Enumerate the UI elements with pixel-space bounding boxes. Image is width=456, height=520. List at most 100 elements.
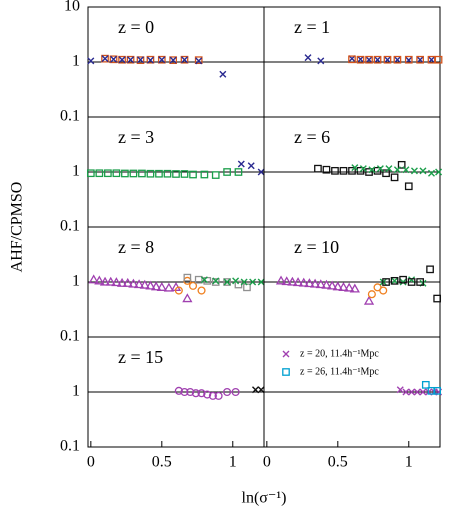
- marker-x: [408, 276, 416, 284]
- marker-x: [110, 55, 118, 63]
- marker-triangle: [344, 282, 355, 292]
- marker-square: [223, 168, 231, 176]
- marker-triangle: [363, 295, 375, 305]
- marker-x: [410, 167, 418, 175]
- marker-square: [126, 55, 135, 64]
- marker-square: [223, 278, 231, 286]
- marker-square: [138, 169, 146, 178]
- marker-triangle: [304, 278, 315, 288]
- marker-triangle: [315, 279, 326, 289]
- marker-circle: [203, 390, 212, 399]
- y-tick-label: 0.1: [60, 438, 80, 455]
- marker-circle: [174, 286, 183, 295]
- marker-square: [397, 160, 406, 169]
- marker-square: [118, 55, 126, 64]
- marker-x: [304, 54, 312, 62]
- marker-square: [404, 182, 413, 191]
- marker-x: [247, 162, 255, 170]
- marker-triangle: [332, 281, 343, 291]
- marker-triangle: [105, 276, 116, 286]
- marker-square: [194, 56, 203, 65]
- marker-triangle: [327, 280, 338, 290]
- marker-square: [393, 55, 402, 64]
- y-tick-label: 0.1: [60, 328, 80, 345]
- marker-triangle: [349, 283, 360, 293]
- marker-square: [390, 173, 399, 182]
- marker-square: [356, 55, 365, 64]
- marker-square: [211, 278, 220, 286]
- marker-x: [391, 277, 399, 285]
- marker-square: [426, 265, 434, 274]
- marker-square: [399, 275, 407, 284]
- marker-square: [427, 386, 436, 395]
- marker-x: [219, 70, 227, 78]
- panel-title: z = 10: [294, 237, 339, 257]
- x-tick-label: 1: [229, 454, 237, 471]
- marker-triangle: [321, 279, 332, 289]
- marker-triangle: [281, 276, 292, 286]
- marker-square: [282, 368, 290, 376]
- panel-title: z = 3: [118, 127, 154, 147]
- marker-x: [169, 56, 177, 64]
- marker-circle: [379, 286, 388, 295]
- marker-triangle: [182, 293, 193, 303]
- marker-square: [373, 55, 382, 64]
- marker-x: [249, 278, 257, 286]
- marker-triangle: [145, 280, 156, 290]
- marker-square: [157, 55, 166, 64]
- marker-x: [416, 56, 424, 64]
- marker-x: [118, 56, 126, 64]
- x-tick-label: 0.5: [152, 454, 172, 471]
- marker-square: [183, 273, 192, 282]
- marker-square: [433, 294, 442, 303]
- marker-square: [172, 170, 180, 178]
- marker-x: [282, 350, 290, 358]
- marker-square: [314, 164, 322, 173]
- marker-triangle: [116, 277, 128, 287]
- marker-x: [396, 386, 404, 394]
- marker-x: [408, 388, 416, 396]
- marker-square: [169, 56, 178, 65]
- marker-x: [376, 165, 384, 173]
- marker-triangle: [287, 276, 298, 286]
- marker-triangle: [88, 274, 99, 284]
- marker-square: [382, 278, 390, 286]
- marker-x: [200, 276, 208, 284]
- x-tick-label: 0.5: [328, 454, 348, 471]
- marker-x: [195, 57, 203, 65]
- marker-x: [158, 56, 166, 64]
- marker-square: [348, 55, 356, 64]
- marker-circle: [231, 387, 240, 397]
- marker-square: [211, 171, 220, 179]
- marker-square: [163, 169, 172, 178]
- panel-title: z = 1: [294, 17, 330, 37]
- marker-square: [155, 169, 163, 178]
- marker-triangle: [133, 279, 145, 289]
- marker-circle: [188, 281, 198, 290]
- marker-x: [137, 56, 145, 64]
- marker-square: [331, 166, 339, 175]
- marker-square: [339, 166, 348, 175]
- marker-x: [87, 57, 95, 65]
- marker-square: [180, 55, 189, 64]
- marker-square: [427, 55, 436, 64]
- marker-triangle: [111, 277, 122, 287]
- marker-square: [365, 55, 373, 64]
- x-tick-label: 0: [263, 454, 271, 471]
- marker-square: [104, 169, 112, 178]
- marker-square: [189, 170, 197, 179]
- marker-x: [374, 56, 382, 64]
- marker-x: [127, 56, 135, 64]
- panel-title: z = 0: [118, 17, 154, 37]
- marker-x: [359, 165, 367, 173]
- marker-circle: [191, 389, 200, 398]
- marker-x: [101, 55, 109, 63]
- panel-title: z = 6: [294, 127, 330, 147]
- marker-square: [95, 169, 104, 178]
- marker-triangle: [292, 277, 304, 287]
- marker-x: [427, 56, 435, 64]
- marker-square: [416, 278, 424, 286]
- marker-x: [240, 278, 248, 286]
